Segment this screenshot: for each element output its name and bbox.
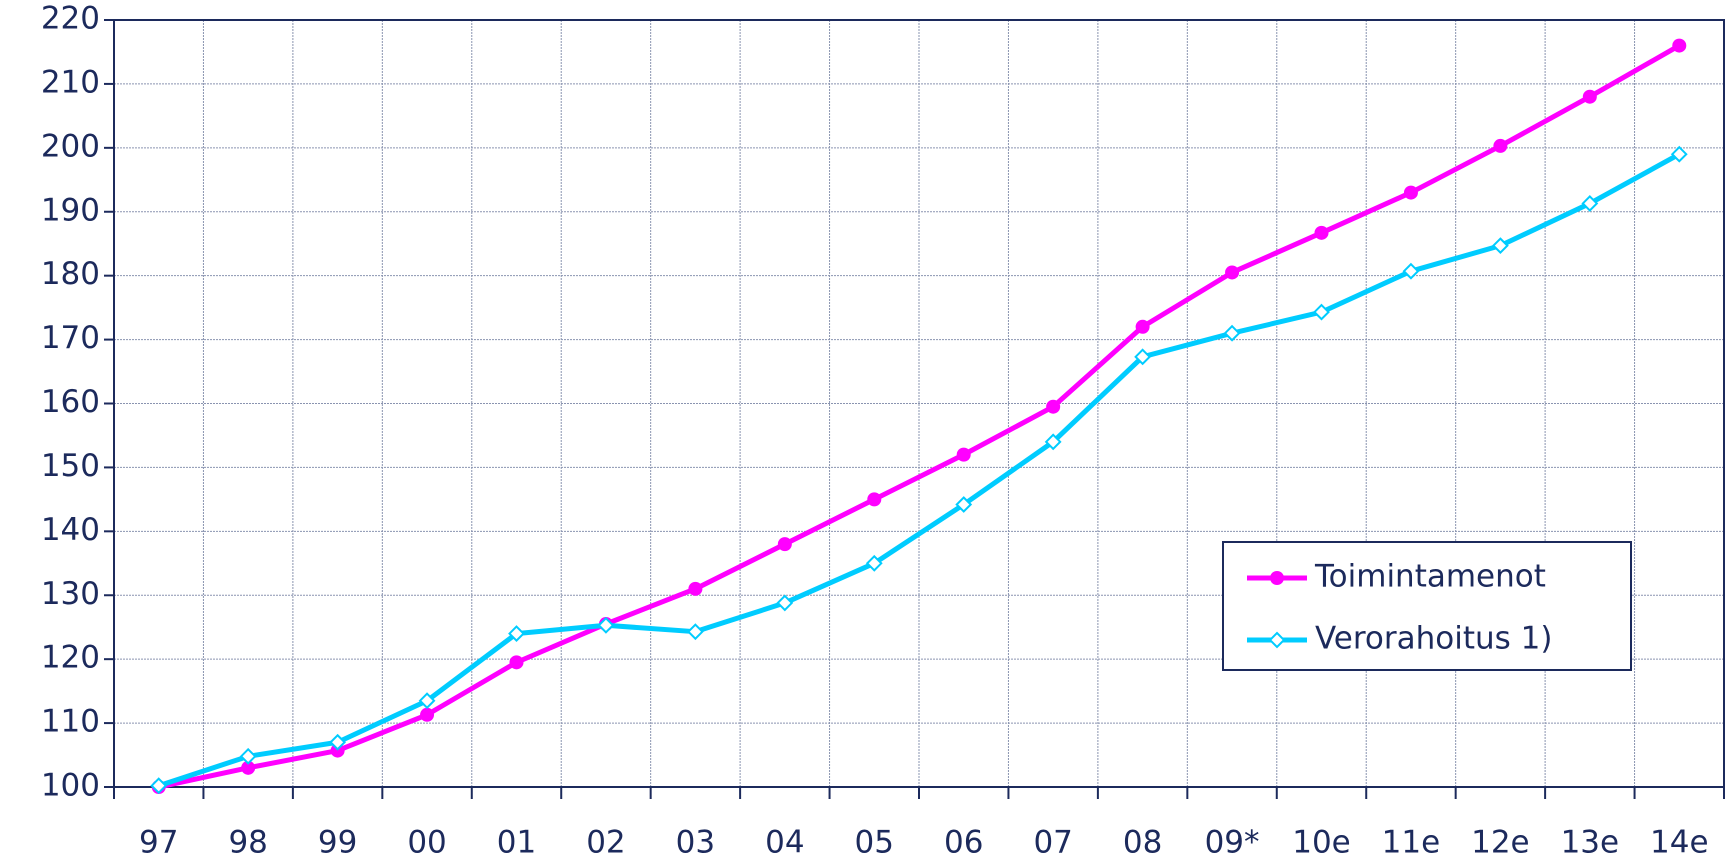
point — [150, 777, 168, 795]
y-tick-label: 190 — [41, 192, 100, 228]
x-tick-label: 97 — [139, 825, 178, 860]
point — [420, 707, 435, 722]
y-tick-label: 130 — [41, 576, 100, 612]
point — [418, 692, 436, 710]
y-tick-label: 160 — [41, 384, 100, 420]
point — [1402, 262, 1420, 280]
point — [955, 496, 973, 513]
x-tick-label: 08 — [1123, 825, 1162, 860]
point — [1135, 319, 1150, 334]
x-tick-label: 01 — [497, 825, 536, 860]
point — [1314, 225, 1329, 240]
x-tick-label: 13e — [1561, 825, 1620, 860]
point — [1403, 185, 1418, 200]
legend-marker — [1268, 631, 1286, 649]
point — [509, 655, 524, 670]
point — [688, 581, 703, 596]
point — [1046, 399, 1061, 414]
plot-frame — [113, 19, 1725, 788]
point — [956, 447, 971, 462]
x-tick-label: 98 — [228, 825, 267, 860]
x-tick-label: 06 — [944, 825, 983, 860]
y-tick-label: 170 — [41, 320, 100, 356]
series-line — [158, 43, 1681, 790]
x-tick-label: 03 — [676, 825, 715, 860]
point — [1670, 145, 1688, 163]
y-tick-label: 140 — [41, 512, 100, 548]
point — [686, 623, 704, 641]
x-tick-label: 00 — [407, 825, 446, 860]
point — [1582, 89, 1597, 104]
point — [865, 554, 883, 572]
x-tick-label: 02 — [586, 825, 625, 860]
legend-box — [1222, 541, 1632, 671]
point — [777, 537, 792, 552]
point — [329, 733, 347, 751]
point — [1491, 237, 1509, 255]
legend-marker — [1270, 571, 1284, 585]
point — [241, 760, 256, 775]
y-tick-label: 100 — [41, 768, 100, 804]
point — [776, 594, 794, 612]
y-tick-label: 150 — [41, 448, 100, 484]
x-tick-label: 99 — [318, 825, 357, 860]
y-tick-label: 110 — [41, 704, 100, 740]
y-tick-label: 220 — [41, 1, 100, 37]
x-tick-label: 04 — [765, 825, 804, 860]
series-line — [157, 152, 1681, 789]
legend-label: Verorahoitus 1) — [1315, 621, 1553, 657]
legend-label: Toimintamenot — [1314, 559, 1546, 595]
point — [597, 616, 615, 634]
x-tick-label: 11e — [1382, 825, 1441, 860]
y-tick-label: 200 — [41, 128, 100, 164]
point — [1672, 38, 1687, 53]
x-tick-label: 07 — [1033, 825, 1072, 860]
x-tick-label: 05 — [855, 825, 894, 860]
y-tick-label: 180 — [41, 256, 100, 292]
point — [1581, 195, 1599, 212]
point — [1223, 324, 1241, 342]
point — [1493, 138, 1508, 153]
point — [239, 747, 257, 765]
point — [1225, 265, 1240, 280]
y-tick-label: 210 — [41, 64, 100, 100]
point — [508, 625, 525, 643]
x-tick-label: 09* — [1205, 825, 1260, 860]
x-tick-label: 10e — [1292, 825, 1351, 860]
x-tick-label: 14e — [1650, 825, 1709, 860]
point — [1134, 348, 1152, 366]
point — [1044, 433, 1062, 451]
y-tick-label: 120 — [41, 640, 100, 676]
point — [867, 492, 882, 507]
point — [1313, 303, 1330, 321]
x-tick-label: 12e — [1471, 825, 1530, 860]
